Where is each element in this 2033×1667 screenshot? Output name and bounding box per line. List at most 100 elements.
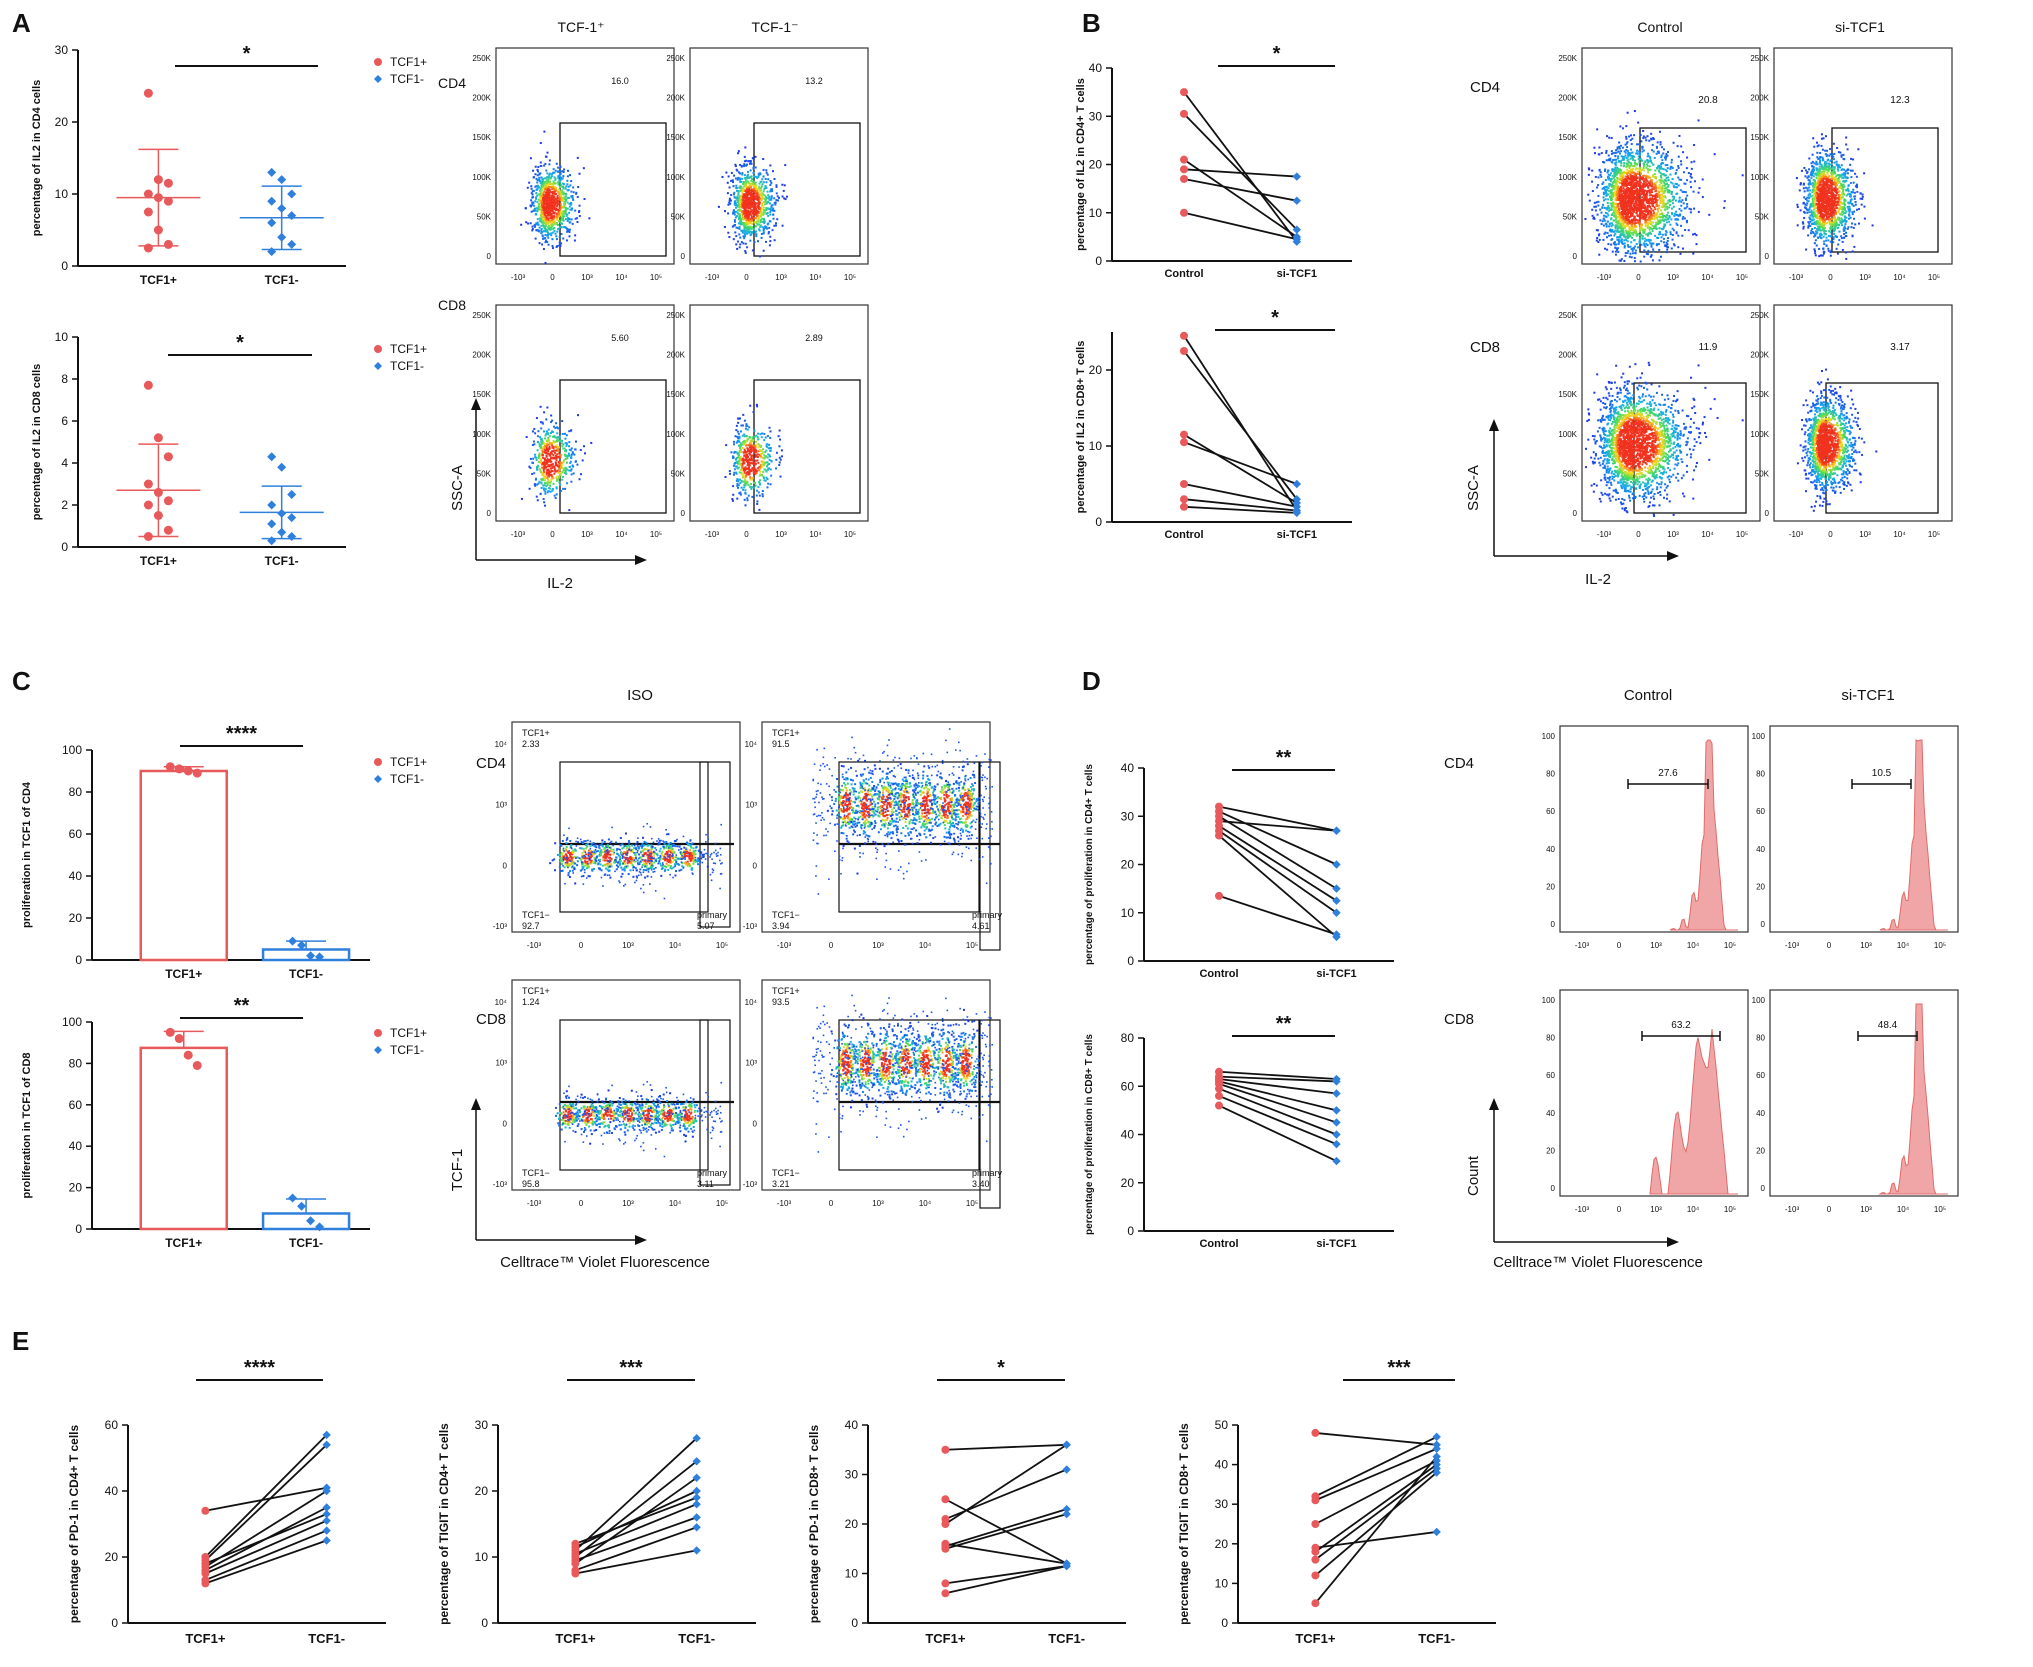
y-tick-label: 30 xyxy=(1121,809,1135,823)
event-dot xyxy=(1587,194,1589,196)
event-dot xyxy=(1661,236,1663,238)
y-tick-label: 40 xyxy=(69,1139,83,1153)
event-dot xyxy=(545,189,547,191)
event-dot xyxy=(1649,158,1651,160)
event-dot xyxy=(753,188,755,190)
data-point-left xyxy=(941,1520,949,1528)
event-dot xyxy=(1636,164,1638,166)
event-dot xyxy=(534,456,536,458)
event-dot xyxy=(1630,177,1632,179)
event-dot xyxy=(557,224,559,226)
event-dot xyxy=(557,470,559,472)
event-dot xyxy=(1613,169,1615,171)
event-dot xyxy=(1654,218,1656,220)
event-dot xyxy=(570,457,572,459)
event-dot xyxy=(765,480,767,482)
y-axis-title: percentage of proliferation in CD8+ T ce… xyxy=(1084,1034,1095,1235)
event-dot xyxy=(556,459,558,461)
event-dot xyxy=(570,455,572,457)
event-dot xyxy=(739,471,741,473)
x-tick-label: TCF1+ xyxy=(165,967,202,981)
significance-label: * xyxy=(1273,43,1281,65)
event-dot xyxy=(554,469,556,471)
y-tick-label: 30 xyxy=(1215,1497,1229,1511)
y-tick-label: 8 xyxy=(61,372,68,386)
data-point-tcf1-pos xyxy=(193,1061,202,1070)
event-dot xyxy=(531,211,533,213)
event-dot xyxy=(553,215,555,217)
event-dot xyxy=(753,203,755,205)
event-dot xyxy=(1669,204,1671,206)
y-tick-label: 0 xyxy=(75,1222,82,1236)
event-dot xyxy=(541,202,543,204)
event-dot xyxy=(559,435,561,437)
event-dot xyxy=(759,183,761,185)
event-dot xyxy=(543,237,545,239)
event-dot xyxy=(549,465,551,467)
data-point-tcf1-neg xyxy=(277,509,286,518)
event-dot xyxy=(733,185,735,187)
event-dot xyxy=(1643,213,1645,215)
event-dot xyxy=(735,435,737,437)
event-dot xyxy=(742,210,744,212)
event-dot xyxy=(541,467,543,469)
paired-line xyxy=(945,1514,1066,1549)
event-dot xyxy=(742,414,744,416)
event-dot xyxy=(769,459,771,461)
event-dot xyxy=(543,222,545,224)
event-dot xyxy=(540,493,542,495)
event-dot xyxy=(545,262,547,264)
event-dot xyxy=(769,437,771,439)
event-dot xyxy=(754,211,756,213)
y-tick-label: 100K xyxy=(1558,173,1577,182)
event-dot xyxy=(1671,208,1673,210)
event-dot xyxy=(572,465,574,467)
event-dot xyxy=(752,445,754,447)
event-dot xyxy=(751,178,753,180)
y-tick-label: 200K xyxy=(472,94,491,103)
data-point-left xyxy=(1180,347,1188,355)
event-dot xyxy=(769,214,771,216)
event-dot xyxy=(763,250,765,252)
data-point-right xyxy=(1062,1510,1070,1518)
event-dot xyxy=(738,216,740,218)
event-dot xyxy=(1597,195,1599,197)
y-axis-title: percentage of IL2 in CD4 cells xyxy=(31,80,43,237)
event-dot xyxy=(779,439,781,441)
event-dot xyxy=(1659,131,1661,133)
data-point-tcf1-neg xyxy=(287,240,296,249)
density-cloud xyxy=(718,146,788,257)
event-dot xyxy=(1644,204,1646,206)
event-dot xyxy=(541,189,543,191)
x-tick-label: TCF1- xyxy=(289,1236,323,1250)
event-dot xyxy=(755,230,757,232)
event-dot xyxy=(769,244,771,246)
event-dot xyxy=(1653,151,1655,153)
event-dot xyxy=(541,206,543,208)
event-dot xyxy=(1595,209,1597,211)
event-dot xyxy=(753,411,755,413)
event-dot xyxy=(1608,154,1610,156)
event-dot xyxy=(562,175,564,177)
event-dot xyxy=(568,235,570,237)
event-dot xyxy=(570,180,572,182)
event-dot xyxy=(569,184,571,186)
event-dot xyxy=(1666,208,1668,210)
event-dot xyxy=(770,460,772,462)
data-point-right xyxy=(1432,1433,1440,1441)
event-dot xyxy=(730,180,732,182)
event-dot xyxy=(549,200,551,202)
data-point-left xyxy=(1180,503,1188,511)
event-dot xyxy=(786,196,788,198)
event-dot xyxy=(580,473,582,475)
event-dot xyxy=(1639,167,1641,169)
significance-label: ** xyxy=(1276,1013,1292,1035)
event-dot xyxy=(766,461,768,463)
y-tick-label: 0 xyxy=(1127,1224,1134,1238)
event-dot xyxy=(1644,195,1646,197)
y-tick-label: 40 xyxy=(1121,1128,1135,1142)
event-dot xyxy=(549,435,551,437)
y-tick-label: 50K xyxy=(671,469,686,478)
paired-line xyxy=(1184,484,1297,507)
